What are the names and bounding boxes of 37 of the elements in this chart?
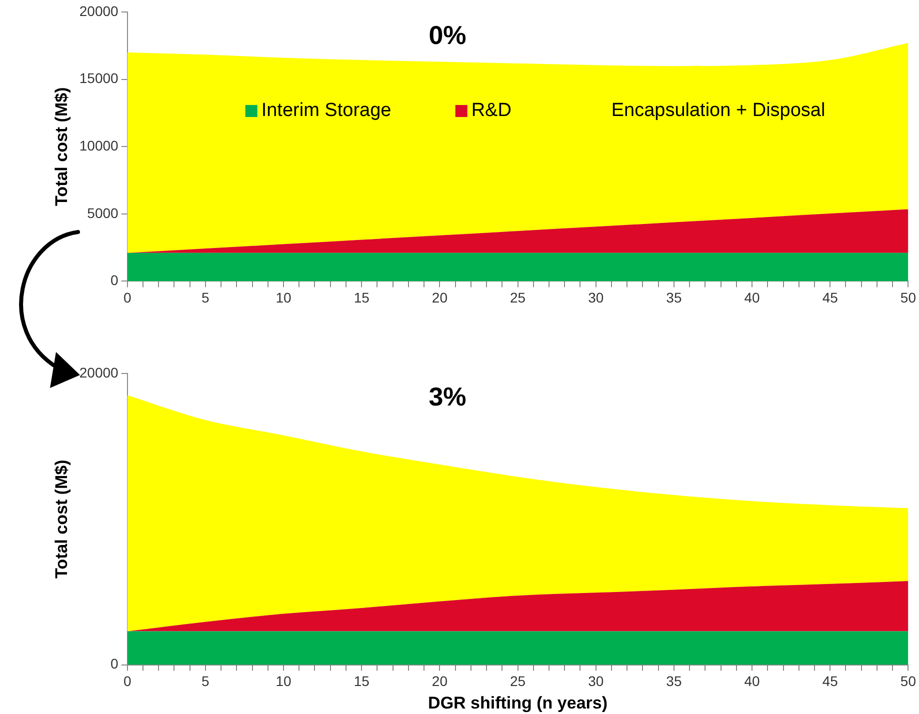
x-tick-label: 5 (202, 673, 210, 690)
x-axis-title: DGR shifting (n years) (428, 693, 608, 712)
chart-title: 3% (428, 382, 466, 412)
x-tick-label: 35 (666, 673, 682, 690)
x-tick-label: 50 (900, 289, 916, 306)
y-axis-title: Total cost (M$) (52, 460, 71, 578)
y-tick-label: 15000 (79, 70, 119, 86)
y-tick-label: 0 (110, 272, 119, 288)
x-tick-label: 15 (354, 673, 370, 690)
x-tick-label: 35 (666, 289, 682, 306)
y-tick-label: 5000 (87, 204, 119, 221)
y-tick-label: 10000 (79, 137, 119, 154)
x-tick-label: 25 (510, 673, 526, 690)
chart-title: 0% (428, 20, 466, 50)
legend-label: Interim Storage (261, 100, 392, 122)
x-tick-label: 5 (202, 289, 210, 306)
x-tick-label: 50 (900, 673, 916, 690)
legend-label: R&D (471, 100, 512, 122)
x-tick-label: 10 (276, 673, 292, 690)
series-label: Encapsulation + Disposal (611, 100, 826, 122)
x-tick-label: 45 (822, 673, 838, 690)
x-tick-label: 25 (510, 289, 526, 306)
x-tick-label: 20 (432, 673, 448, 690)
x-tick-label: 40 (744, 673, 760, 690)
y-tick-label: 0 (110, 656, 119, 672)
x-tick-label: 10 (276, 289, 292, 306)
x-tick-label: 40 (744, 289, 760, 306)
y-tick-label: 20000 (79, 364, 119, 380)
x-tick-label: 20 (432, 289, 448, 306)
y-axis-title: Total cost (M$) (52, 87, 71, 206)
x-tick-label: 30 (588, 673, 604, 690)
y-tick-label: 20000 (79, 2, 119, 19)
x-tick-label: 30 (588, 289, 604, 306)
x-tick-label: 0 (123, 673, 132, 690)
x-tick-label: 45 (822, 289, 838, 306)
x-tick-label: 15 (354, 289, 370, 306)
x-tick-label: 0 (123, 289, 132, 306)
